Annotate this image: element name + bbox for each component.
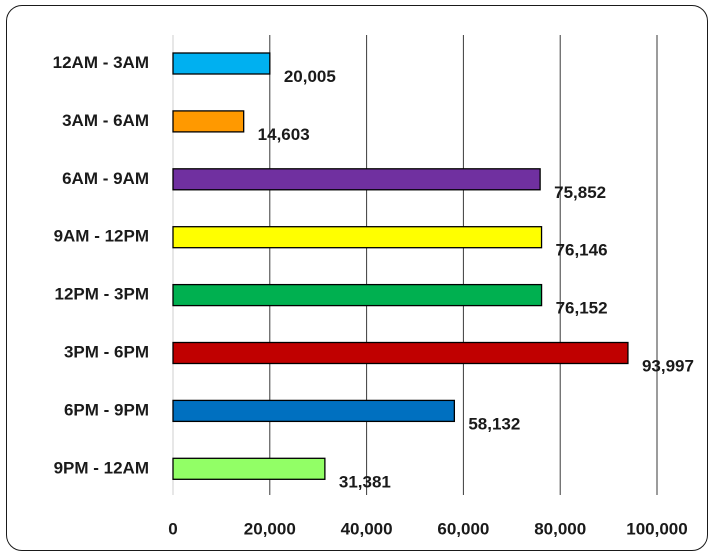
- gridlines: [172, 35, 658, 495]
- data-label: 58,132: [468, 414, 520, 433]
- bar: [172, 52, 271, 75]
- category-label: 3PM - 6PM: [64, 342, 149, 361]
- bar: [172, 341, 629, 365]
- x-tick-label: 100,000: [626, 519, 687, 538]
- data-label: 76,146: [556, 241, 608, 260]
- data-label: 76,152: [556, 299, 608, 318]
- x-tick-labels: 0 20,000 40,000 60,000 80,000 100,000: [168, 519, 687, 538]
- x-tick-label: 40,000: [341, 519, 393, 538]
- bar: [172, 457, 326, 480]
- data-label: 14,603: [258, 125, 310, 144]
- bar: [172, 399, 456, 423]
- chart-frame: [6, 5, 708, 551]
- category-label: 3AM - 6AM: [62, 111, 149, 130]
- bar: [172, 226, 543, 249]
- category-label: 6PM - 9PM: [64, 400, 149, 419]
- data-label: 75,852: [554, 183, 606, 202]
- x-tick-label: 60,000: [437, 519, 489, 538]
- x-tick-label: 80,000: [534, 519, 586, 538]
- data-label: 31,381: [339, 472, 391, 491]
- data-label: 20,005: [284, 67, 336, 86]
- bar: [172, 283, 543, 307]
- x-tick-label: 20,000: [244, 519, 296, 538]
- data-label: 93,997: [642, 356, 694, 375]
- category-label: 12PM - 3PM: [55, 285, 149, 304]
- category-labels: 12AM - 3AM 3AM - 6AM 6AM - 9AM 9AM - 12PM 12…: [53, 53, 149, 477]
- bar: [172, 110, 245, 133]
- bar: [172, 168, 541, 191]
- category-label: 12AM - 3AM: [53, 53, 149, 72]
- bars: [172, 52, 629, 480]
- category-label: 9PM - 12AM: [54, 458, 149, 477]
- data-labels: 20,005 14,603 75,852 76,146 76,152 93,997 58,1…: [258, 67, 694, 491]
- category-label: 6AM - 9AM: [62, 169, 149, 188]
- x-tick-label: 0: [168, 519, 177, 538]
- category-label: 9AM - 12PM: [54, 227, 149, 246]
